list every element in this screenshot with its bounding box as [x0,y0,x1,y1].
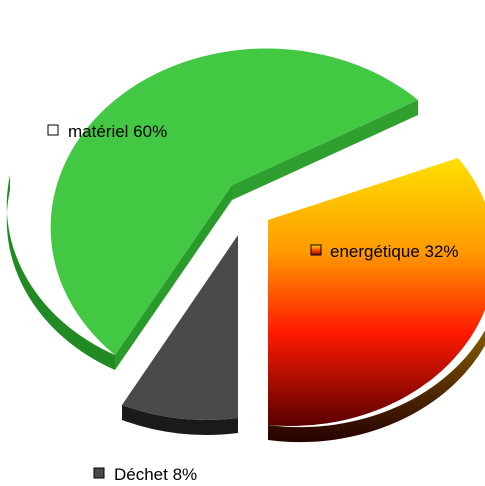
slice-dechet-side [122,405,238,436]
slice-energetique-top [268,158,485,427]
slice-materiel-side [6,175,115,370]
slice-energetique [268,158,485,443]
legend-swatch-dechet [93,467,105,479]
label-energetique-text: energétique 32% [330,242,459,261]
label-dechet: Déchet 8% [93,465,197,484]
legend-swatch-materiel [47,124,59,136]
slice-materiel [6,48,419,370]
slice-energetique-side [268,330,485,443]
legend-swatch-energetique [310,244,322,256]
label-energetique: energétique 32% [310,242,459,261]
slice-materiel-top [50,48,419,356]
slice-materiel-side-outer [232,100,418,200]
slice-dechet [122,235,238,436]
label-dechet-text: Déchet 8% [114,465,197,484]
slice-dechet-top [122,235,238,421]
slice-materiel-side-inner [115,185,232,370]
label-materiel: matériel 60% [47,122,167,141]
label-materiel-text: matériel 60% [68,122,167,141]
